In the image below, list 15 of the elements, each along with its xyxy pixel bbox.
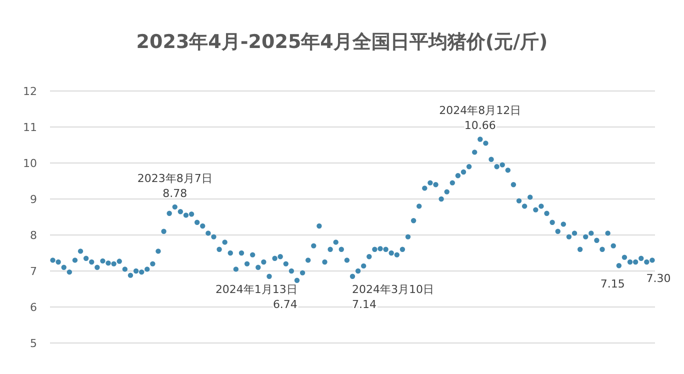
y-tick-label: 12: [23, 85, 37, 98]
y-tick-label: 10: [23, 157, 37, 170]
data-label: 2024年8月12日 10.66: [439, 104, 522, 132]
data-label: 2024年3月10日 7.14: [352, 283, 434, 311]
data-label: 7.30: [646, 272, 671, 286]
y-tick-label: 6: [30, 301, 37, 314]
y-tick-label: 11: [23, 121, 37, 134]
data-label: 2023年8月7日 8.78: [137, 172, 212, 200]
y-tick-label: 7: [30, 265, 37, 278]
y-tick-label: 8: [30, 229, 37, 242]
data-label: 7.15: [600, 278, 625, 291]
y-tick-label: 5: [30, 337, 37, 350]
chart-title: 2023年4月-2025年4月全国日平均猪价(元/斤): [136, 31, 548, 53]
data-label: 2024年1月13日 6.74: [215, 283, 298, 311]
y-tick-label: 9: [30, 193, 37, 206]
